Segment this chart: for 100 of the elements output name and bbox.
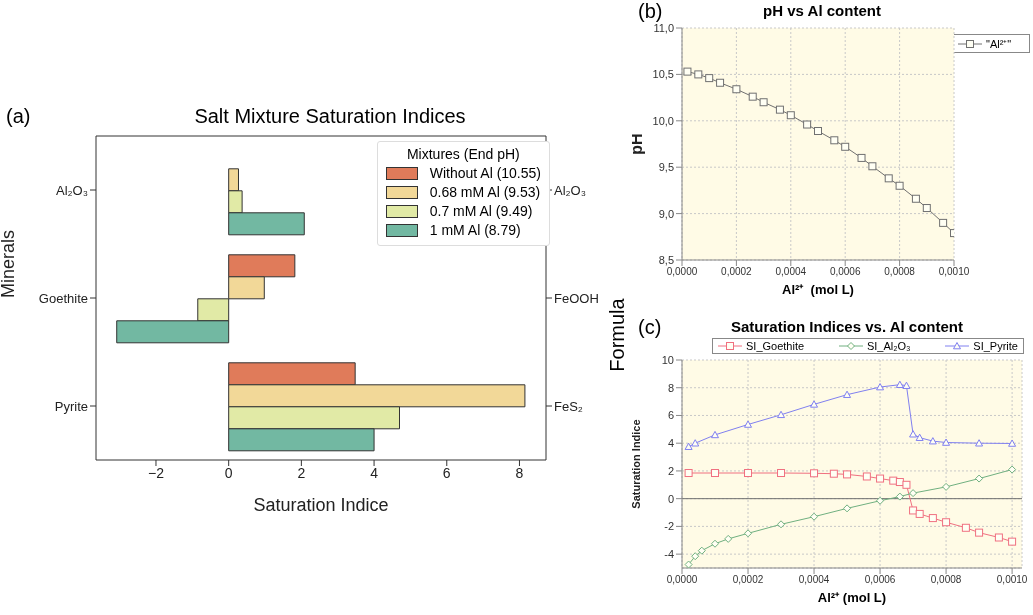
point — [884, 174, 893, 183]
y-tick-label: -4 — [664, 548, 674, 561]
y2-tick-label: Al₂O₃ — [554, 182, 587, 198]
point — [814, 127, 822, 136]
point — [810, 469, 819, 478]
point — [843, 504, 852, 513]
point — [705, 74, 714, 83]
point — [975, 439, 984, 447]
x-tick-label: 8 — [515, 464, 524, 481]
point — [889, 476, 898, 485]
point — [716, 78, 725, 87]
point — [843, 390, 852, 398]
point — [975, 528, 984, 537]
point — [841, 142, 850, 151]
point — [909, 489, 918, 498]
point — [928, 514, 937, 523]
point — [876, 496, 885, 505]
point — [868, 162, 877, 171]
y2-tick-label: FeS₂ — [554, 398, 583, 414]
point — [777, 410, 786, 419]
legend-label: Without Al (10.55) — [429, 165, 541, 181]
point — [876, 474, 885, 483]
x-tick-label: −2 — [147, 464, 165, 481]
point — [895, 492, 904, 501]
point — [691, 552, 700, 561]
point — [942, 438, 951, 446]
point — [915, 433, 924, 441]
point — [915, 509, 924, 518]
point — [843, 470, 852, 479]
point — [857, 153, 866, 162]
legend-label: SI_Al₂O₃ — [866, 340, 911, 352]
legend-title: Mixtures (End pH) — [405, 146, 521, 162]
point — [829, 469, 838, 478]
point — [994, 533, 1003, 542]
y-tick-label: 10 — [661, 353, 674, 366]
point — [684, 560, 693, 568]
y-axis-title: Minerals — [0, 229, 19, 298]
x-tick-label: 0,0006 — [864, 574, 896, 586]
point — [909, 506, 918, 515]
x-tick-label: 6 — [442, 464, 451, 481]
x-tick-label: 0,0008 — [884, 266, 916, 278]
point — [711, 469, 720, 478]
legend-label: 0.7 mM Al (9.49) — [429, 203, 533, 219]
y-tick-label: Pyrite — [54, 398, 88, 414]
y-tick-label: Goethite — [38, 290, 88, 306]
point — [724, 534, 733, 543]
x-tick-label: 0,0008 — [930, 574, 962, 586]
point — [922, 204, 931, 213]
point — [895, 181, 904, 190]
point — [810, 512, 819, 521]
point — [909, 430, 918, 438]
x-tick-label: 0,0010 — [996, 574, 1028, 586]
y-tick-label: 6 — [667, 409, 674, 422]
legend-label: SI_Pyrite — [973, 340, 1018, 352]
legend-label: SI_Goethite — [746, 340, 805, 352]
point — [1008, 537, 1017, 546]
point — [1008, 465, 1017, 474]
point — [732, 85, 741, 94]
x-tick-label: 0,0002 — [732, 574, 764, 586]
point — [902, 381, 911, 389]
x-axis-title: Al²⁺ (mol L) — [816, 589, 888, 606]
legend-label: 0.68 mM Al (9.53) — [429, 184, 541, 200]
point — [744, 420, 753, 428]
point — [876, 383, 885, 391]
point — [759, 98, 768, 107]
y2-axis-title: Formula — [605, 298, 629, 372]
x-tick-label: 2 — [297, 464, 306, 481]
y-tick-label: 9,5 — [658, 161, 674, 174]
x-axis-title: Al²⁺ (mol L) — [781, 281, 855, 298]
point — [777, 520, 786, 529]
x-tick-label: 0,0002 — [721, 266, 753, 278]
point — [975, 474, 984, 483]
y2-tick-label: FeOOH — [554, 290, 599, 306]
point — [744, 469, 753, 478]
point — [810, 400, 819, 408]
text: (b) — [638, 0, 663, 23]
point — [748, 92, 757, 101]
point — [744, 529, 753, 538]
point — [684, 442, 693, 450]
x-tick-label: 0 — [224, 464, 233, 481]
legend-label: "Al²⁺" — [986, 37, 1012, 51]
point — [862, 472, 871, 481]
chart-title: pH vs Al content — [762, 2, 882, 19]
point — [697, 546, 706, 555]
y-axis-title: Saturation Indice — [629, 419, 642, 509]
text: (a) — [6, 105, 31, 128]
point — [939, 218, 948, 227]
x-tick-label: 0,0010 — [938, 266, 970, 278]
point — [694, 70, 703, 79]
point — [942, 482, 951, 491]
chart-title: Salt Mixture Saturation Indices — [193, 105, 467, 128]
point — [830, 136, 839, 145]
point — [775, 105, 784, 114]
point — [1008, 439, 1017, 447]
point — [711, 539, 720, 548]
point — [684, 469, 693, 478]
point — [711, 430, 720, 439]
point — [777, 469, 786, 478]
legend-label: 1 mM Al (8.79) — [429, 222, 521, 238]
y-tick-label: 0 — [667, 492, 674, 505]
